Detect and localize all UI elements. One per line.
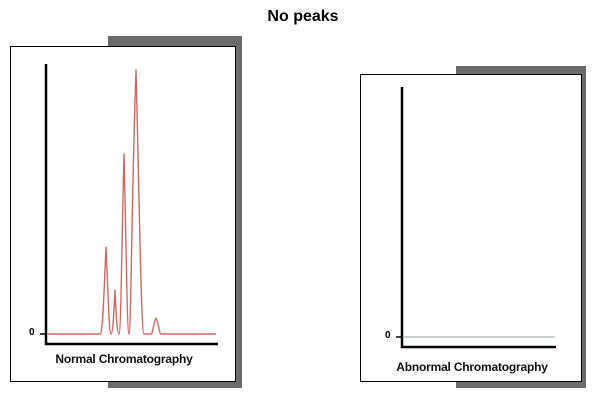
zero-label: 0 [385, 330, 391, 341]
chart-caption: Abnormal Chromatography [396, 360, 548, 374]
page-title: No peaks [267, 8, 339, 25]
chromatogram-trace [48, 69, 216, 335]
panel-frame [360, 74, 582, 382]
zero-label: 0 [29, 327, 35, 338]
chart-caption: Normal Chromatography [55, 352, 193, 366]
